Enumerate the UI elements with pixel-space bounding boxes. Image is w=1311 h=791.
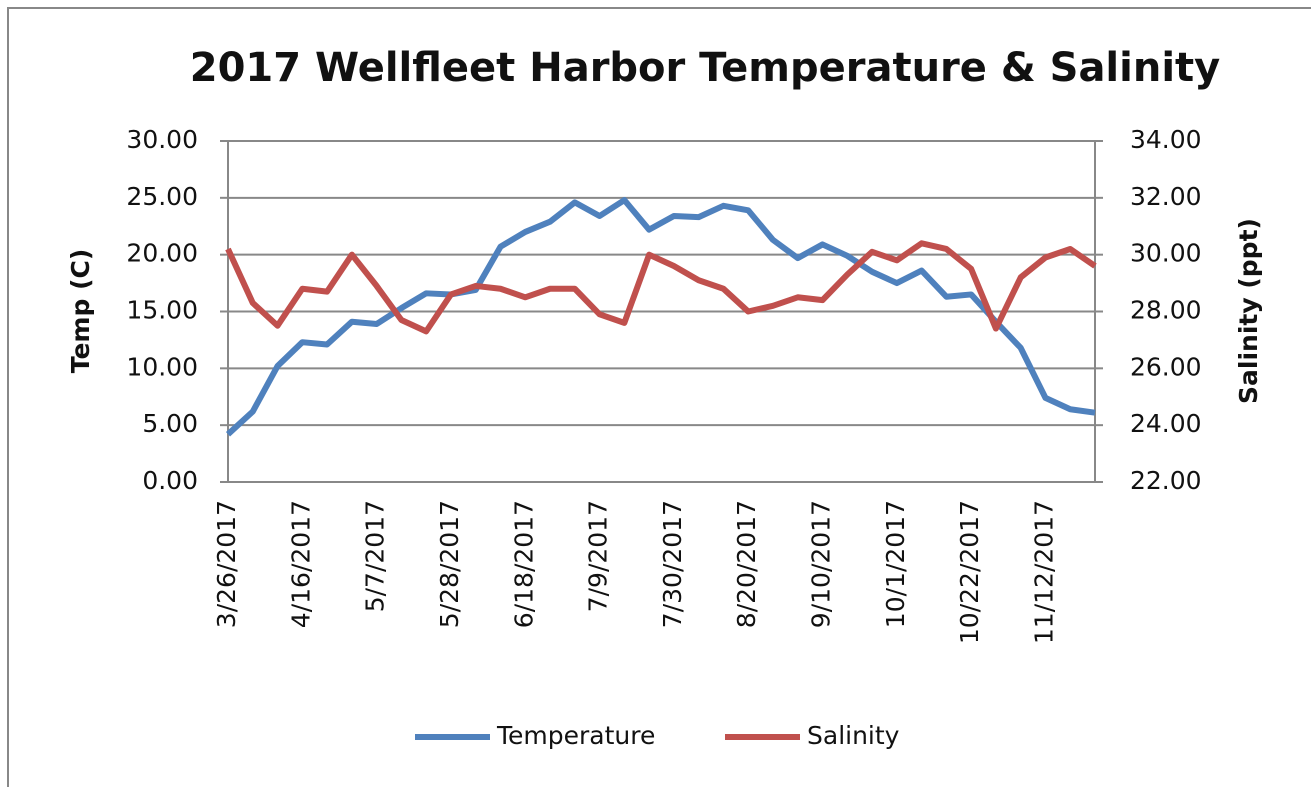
y2-tick-label: 34.00: [1130, 125, 1202, 154]
x-tick-label: 10/1/2017: [881, 500, 910, 628]
y-tick-label: 10.00: [126, 352, 198, 381]
y2-axis-label: Salinity (ppt): [1234, 218, 1263, 404]
x-tick-label: 5/28/2017: [435, 500, 464, 628]
y2-tick-label: 26.00: [1130, 352, 1202, 381]
x-tick-label: 7/30/2017: [658, 500, 687, 628]
y-tick-label: 30.00: [126, 125, 198, 154]
y-tick-label: 20.00: [126, 239, 198, 268]
y2-tick-label: 22.00: [1130, 466, 1202, 495]
y-tick-label: 0.00: [142, 466, 198, 495]
legend-label: Temperature: [496, 721, 655, 750]
chart-border: [7, 7, 1311, 791]
x-tick-label: 7/9/2017: [584, 500, 613, 612]
y-tick-label: 15.00: [126, 296, 198, 325]
chart-title: 2017 Wellfleet Harbor Temperature & Sali…: [190, 45, 1220, 91]
y2-tick-label: 30.00: [1130, 239, 1202, 268]
x-tick-label: 9/10/2017: [807, 500, 836, 628]
x-tick-label: 4/16/2017: [286, 500, 315, 628]
x-tick-label: 10/22/2017: [955, 500, 984, 644]
y-tick-label: 25.00: [126, 182, 198, 211]
y2-tick-label: 32.00: [1130, 182, 1202, 211]
line-series: [225, 197, 1096, 437]
y-tick-label: 5.00: [142, 409, 198, 438]
line-series: [225, 240, 1097, 335]
x-tick-label: 8/20/2017: [732, 500, 761, 628]
y2-tick-label: 28.00: [1130, 296, 1202, 325]
y2-tick-label: 24.00: [1130, 409, 1202, 438]
x-tick-label: 3/26/2017: [212, 500, 241, 628]
y-axis-label: Temp (C): [66, 249, 95, 374]
legend-label: Salinity: [807, 721, 900, 750]
x-tick-label: 5/7/2017: [361, 500, 390, 612]
x-tick-label: 11/12/2017: [1029, 500, 1058, 644]
x-tick-label: 6/18/2017: [509, 500, 538, 628]
